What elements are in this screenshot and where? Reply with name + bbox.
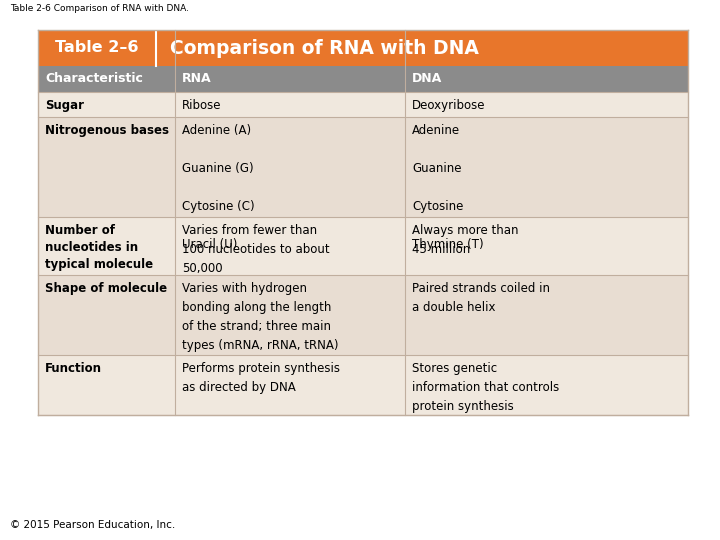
Text: Paired strands coiled in
a double helix: Paired strands coiled in a double helix <box>412 282 550 314</box>
Text: Adenine (A)

Guanine (G)

Cytosine (C)

Uracil (U): Adenine (A) Guanine (G) Cytosine (C) Ura… <box>182 124 255 251</box>
Bar <box>38 30 156 66</box>
Text: Always more than
45 million: Always more than 45 million <box>412 224 518 256</box>
Text: Characteristic: Characteristic <box>45 72 143 85</box>
Text: RNA: RNA <box>182 72 212 85</box>
Text: Varies from fewer than
100 nucleotides to about
50,000: Varies from fewer than 100 nucleotides t… <box>182 224 330 275</box>
Bar <box>38 217 688 275</box>
Text: Stores genetic
information that controls
protein synthesis: Stores genetic information that controls… <box>412 362 559 413</box>
Text: Deoxyribose: Deoxyribose <box>412 99 485 112</box>
Text: Performs protein synthesis
as directed by DNA: Performs protein synthesis as directed b… <box>182 362 340 394</box>
Text: Table 2-6 Comparison of RNA with DNA.: Table 2-6 Comparison of RNA with DNA. <box>10 4 189 13</box>
Text: Comparison of RNA with DNA: Comparison of RNA with DNA <box>170 38 479 57</box>
Bar <box>38 275 688 355</box>
Bar <box>38 355 688 415</box>
Bar <box>38 92 688 117</box>
Text: Adenine

Guanine

Cytosine

Thymine (T): Adenine Guanine Cytosine Thymine (T) <box>412 124 484 251</box>
Bar <box>38 117 688 217</box>
Text: DNA: DNA <box>412 72 442 85</box>
Bar <box>38 66 688 92</box>
Bar <box>156 30 688 66</box>
Text: Sugar: Sugar <box>45 99 84 112</box>
Text: Function: Function <box>45 362 102 375</box>
Text: Varies with hydrogen
bonding along the length
of the strand; three main
types (m: Varies with hydrogen bonding along the l… <box>182 282 338 352</box>
Text: Shape of molecule: Shape of molecule <box>45 282 167 295</box>
Text: © 2015 Pearson Education, Inc.: © 2015 Pearson Education, Inc. <box>10 520 175 530</box>
Text: Table 2–6: Table 2–6 <box>55 40 139 56</box>
Text: Number of
nucleotides in
typical molecule: Number of nucleotides in typical molecul… <box>45 224 153 271</box>
Text: Ribose: Ribose <box>182 99 222 112</box>
Text: Nitrogenous bases: Nitrogenous bases <box>45 124 169 137</box>
